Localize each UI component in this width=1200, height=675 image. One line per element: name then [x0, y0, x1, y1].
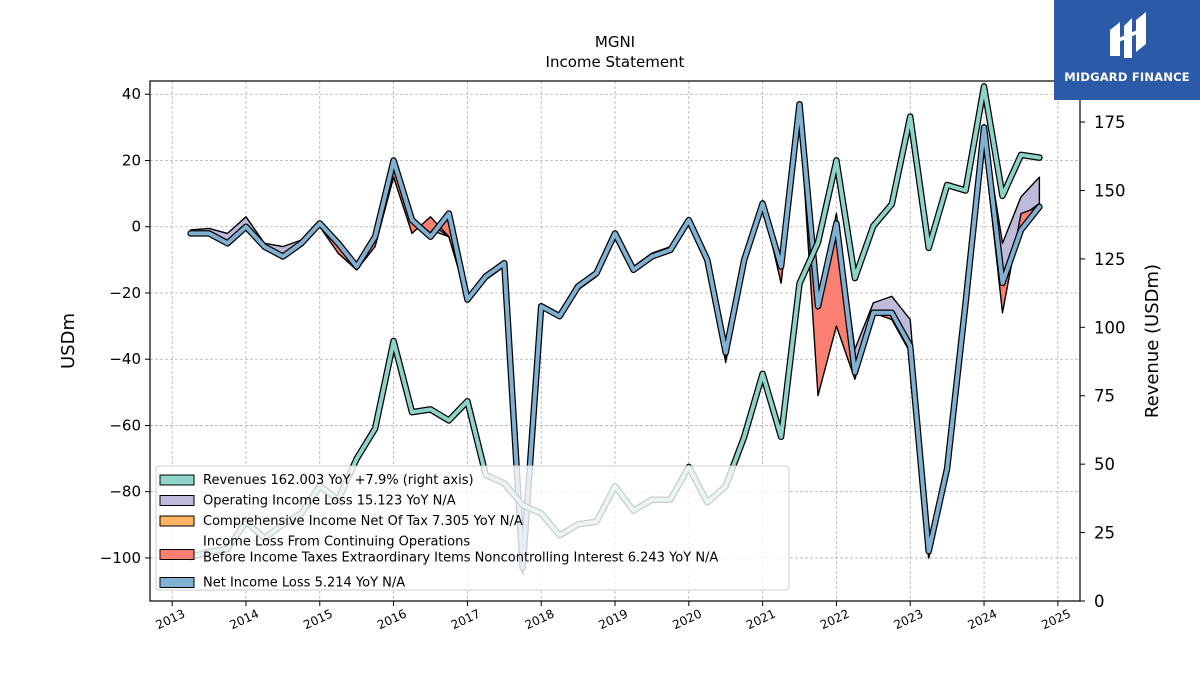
legend-swatch: [159, 515, 195, 527]
y-tick-label-left: 40: [122, 85, 141, 103]
legend-label: Operating Income Loss 15.123 YoY N/A: [203, 494, 456, 509]
legend-box: [155, 465, 790, 591]
legend-label: Income Loss From Continuing Operations: [203, 535, 470, 550]
y-axis-label-left: USDm: [58, 313, 79, 369]
y-tick-label-left: −60: [109, 416, 141, 434]
legend-swatch: [159, 577, 195, 588]
legend-label: Revenues 162.003 YoY +7.9% (right axis): [203, 473, 474, 488]
x-tick-label: 2016: [375, 607, 409, 633]
x-tick-label: 2018: [523, 607, 557, 633]
y-tick-label-left: −100: [100, 549, 141, 567]
x-tick-label: 2020: [670, 607, 704, 633]
y-tick-label-right: 50: [1094, 455, 1115, 474]
x-tick-label: 2025: [1039, 607, 1073, 633]
x-tick-label: 2021: [744, 607, 778, 633]
chart-subtitle: Income Statement: [546, 53, 685, 71]
series-line-net-income-loss: [188, 102, 1042, 570]
x-tick-label: 2014: [227, 607, 261, 633]
y-tick-label-right: 25: [1094, 524, 1115, 543]
y-tick-label-right: 0: [1094, 592, 1105, 611]
legend-label: Net Income Loss 5.214 YoY N/A: [203, 576, 405, 591]
x-tick-label: 2023: [892, 607, 926, 633]
midgard-logo-icon: [1110, 12, 1146, 58]
y-tick-label-right: 100: [1094, 318, 1126, 337]
y-axis-label-right: Revenue (USDm): [1142, 264, 1163, 418]
legend: Revenues 162.003 YoY +7.9% (right axis) O…: [155, 465, 790, 591]
y-tick-label-right: 125: [1094, 250, 1126, 269]
chart-title: MGNI: [595, 33, 635, 51]
y-tick-label-right: 175: [1094, 113, 1126, 132]
x-tick-label: 2013: [154, 607, 188, 633]
y-tick-label-left: −80: [109, 483, 141, 501]
y-tick-label-left: −20: [109, 284, 141, 302]
brand-name: MIDGARD FINANCE: [1064, 70, 1190, 84]
x-tick-label: 2017: [449, 607, 483, 633]
brand-logo: MIDGARD FINANCE: [1054, 0, 1200, 100]
legend-label: Before Income Taxes Extraordinary Items …: [203, 551, 718, 566]
x-tick-label: 2024: [966, 607, 1000, 633]
y-tick-label-right: 150: [1094, 181, 1126, 200]
y-tick-label-left: −40: [109, 350, 141, 368]
x-tick-label: 2019: [597, 607, 631, 633]
legend-label: Comprehensive Income Net Of Tax 7.305 Yo…: [203, 514, 523, 529]
x-tick-label: 2015: [301, 607, 335, 633]
y-tick-label-left: 0: [131, 218, 141, 236]
y-tick-label-right: 75: [1094, 387, 1115, 406]
x-tick-label: 2022: [818, 607, 852, 633]
grid: [150, 81, 1080, 601]
legend-swatch: [159, 549, 195, 560]
legend-swatch: [159, 495, 195, 506]
y-tick-label-left: 20: [122, 151, 141, 169]
legend-swatch: [159, 474, 195, 486]
